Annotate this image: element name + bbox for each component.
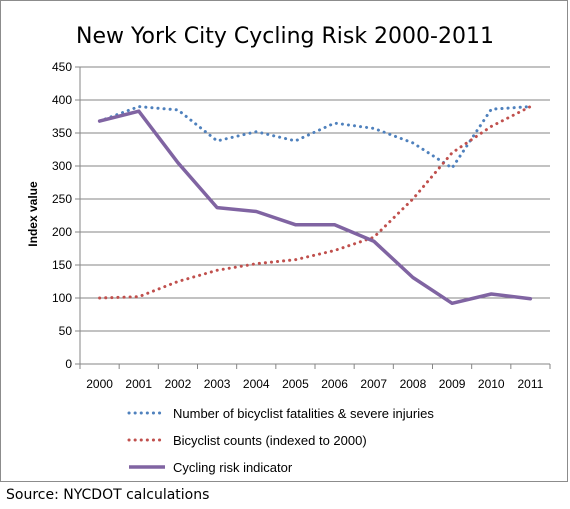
y-tick-label: 400	[52, 93, 72, 107]
line-chart: New York City Cycling Risk 2000-2011 0 50…	[26, 24, 551, 475]
legend-label-3: Cycling risk indicator	[173, 460, 293, 475]
x-tick-label: 2011	[518, 377, 544, 391]
y-tick-label: 300	[52, 159, 72, 173]
legend-label-1: Number of bicyclist fatalities & severe …	[173, 406, 434, 421]
x-tick-label: 2006	[321, 377, 348, 391]
series-line-3	[97, 109, 533, 306]
x-tick-label: 2010	[478, 377, 505, 391]
source-note: Source: NYCDOT calculations	[6, 487, 210, 503]
chart-title: New York City Cycling Risk 2000-2011	[76, 24, 494, 49]
series-2-point	[256, 263, 257, 264]
y-tick-label: 250	[52, 192, 72, 206]
x-tick-label: 2008	[400, 377, 427, 391]
series-lines	[97, 105, 533, 306]
y-tick-label: 350	[52, 126, 72, 140]
legend: Number of bicyclist fatalities & severe …	[127, 406, 434, 475]
series-line-2	[98, 105, 532, 300]
y-tick-label: 450	[52, 60, 72, 74]
series-1-point	[295, 140, 296, 141]
x-tick-label: 2000	[86, 377, 113, 391]
y-tick-label: 0	[65, 357, 72, 371]
x-tick-label: 2005	[282, 377, 309, 391]
x-tick-labels: 2000 2001 2002 2003 2004 2005 2006 2007 2008 2009…	[86, 377, 543, 391]
axes	[79, 67, 551, 369]
y-tick-label: 50	[59, 324, 73, 338]
y-tick-label: 150	[52, 258, 72, 272]
series-2-point	[334, 250, 335, 251]
series-1-point	[452, 167, 453, 168]
series-2-point	[138, 296, 139, 297]
series-line-1	[98, 105, 532, 170]
legend-label-2: Bicyclist counts (indexed to 2000)	[173, 433, 367, 448]
x-tick-label: 2001	[125, 377, 152, 391]
x-tick-label: 2004	[243, 377, 270, 391]
x-tick-label: 2002	[165, 377, 192, 391]
y-axis-label: Index value	[26, 181, 40, 247]
chart-frame: New York City Cycling Risk 2000-2011 0 50…	[0, 0, 568, 482]
series-1-point	[217, 140, 218, 141]
y-tick-labels: 0 50 100 150 200 250 300 350 400 450	[52, 60, 72, 371]
x-tick-label: 2009	[439, 377, 466, 391]
y-tick-label: 200	[52, 225, 72, 239]
x-tick-label: 2003	[204, 377, 231, 391]
x-tick-label: 2007	[360, 377, 387, 391]
y-tick-label: 100	[52, 291, 72, 305]
gridlines	[75, 66, 550, 365]
